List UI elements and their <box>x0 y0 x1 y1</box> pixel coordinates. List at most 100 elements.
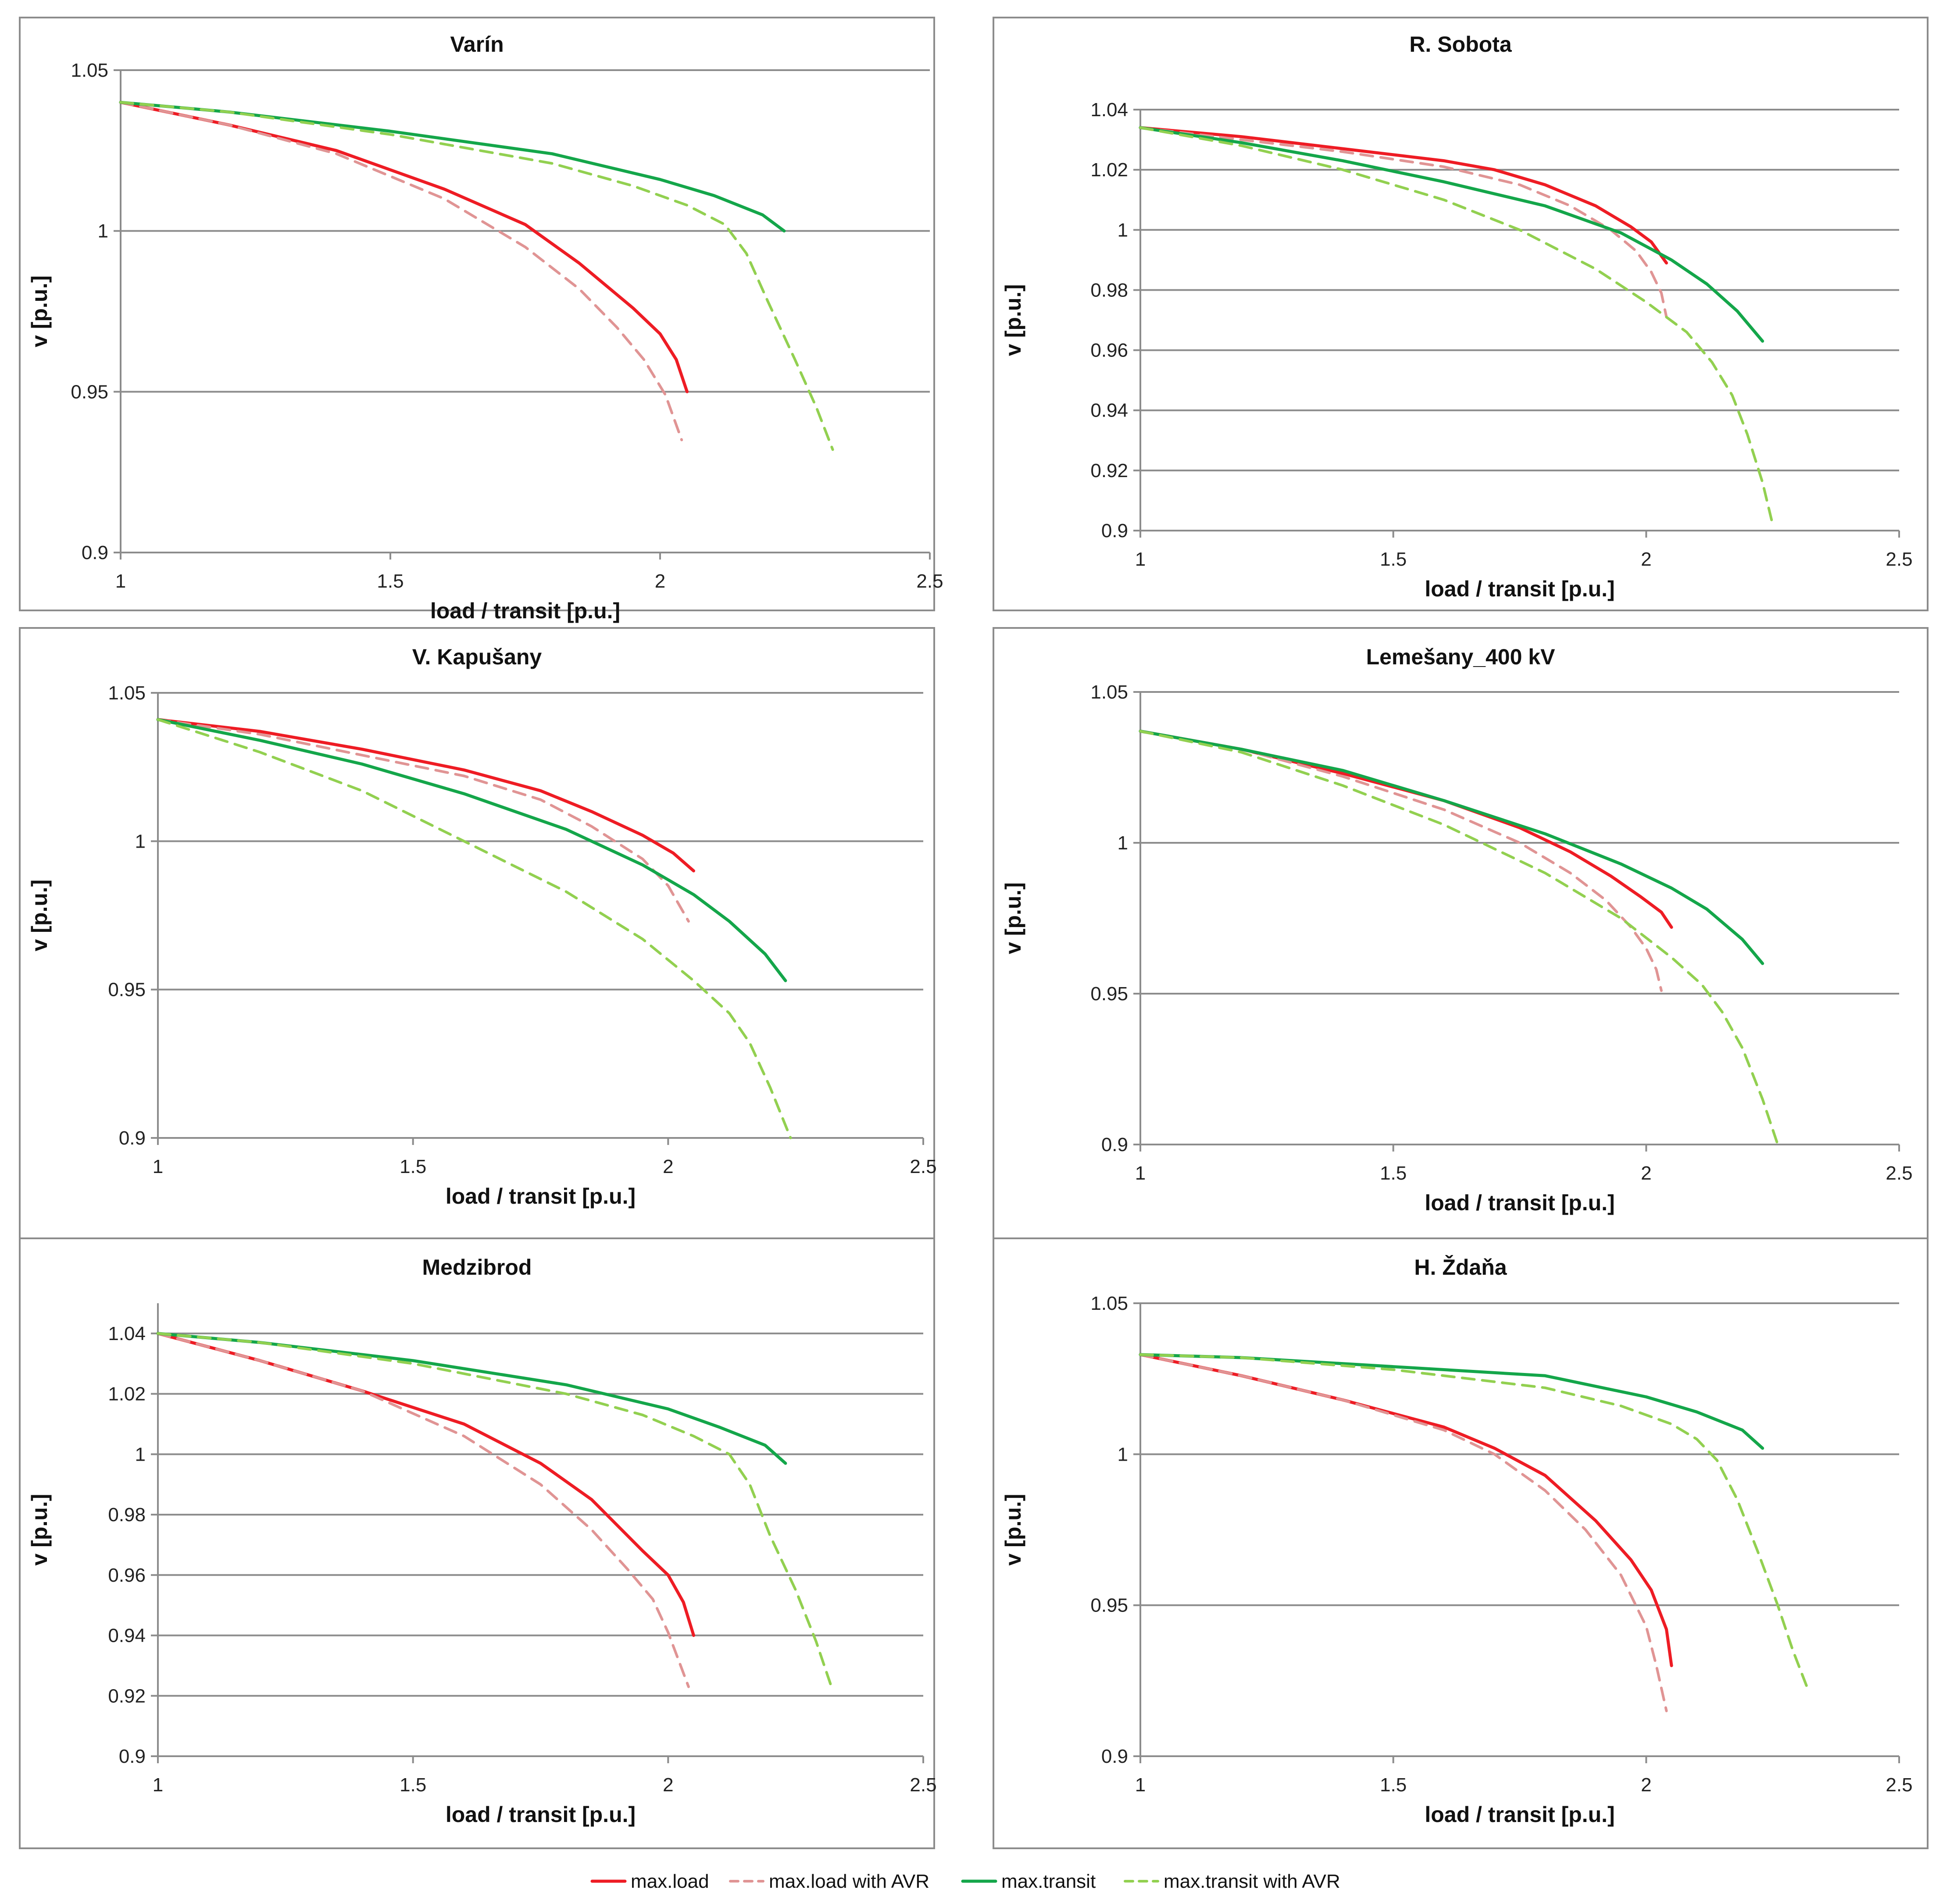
x-tick-label: 2.5 <box>1886 549 1912 570</box>
series-line-max-transit <box>119 100 786 233</box>
y-tick-label: 0.94 <box>108 1625 146 1647</box>
series-line-max-load-with-avr <box>119 101 683 442</box>
y-tick-label: 1.02 <box>108 1383 146 1405</box>
x-tick-label: 2 <box>655 570 665 592</box>
legend: max.load max.load with AVR max.transit max.… <box>590 1871 1340 1892</box>
x-tick-label: 2.5 <box>910 1156 936 1177</box>
y-axis-title: v [p.u.] <box>27 880 52 952</box>
series-line-max-transit <box>156 718 787 982</box>
chart-panel-4: 0.9 0.95 1 1.05 1 1.5 2 2.5 Lemešany_400 kV load … <box>993 627 1929 1239</box>
y-axis-title: v [p.u.] <box>1001 284 1025 356</box>
y-axis-title: v [p.u.] <box>27 1494 52 1566</box>
x-axis-title: load / transit [p.u.] <box>430 599 620 623</box>
x-tick-label: 1.5 <box>1380 549 1407 570</box>
series-line-max-load-with-avr <box>1139 1353 1668 1712</box>
chart-title: Medzibrod <box>422 1255 532 1280</box>
y-tick-label: 1 <box>135 831 146 852</box>
y-tick-label: 0.95 <box>1090 983 1128 1005</box>
chart-panel-6: 0.9 0.95 1 1.05 1 1.5 2 2.5 H. Ždaňa load / trans… <box>993 1237 1929 1849</box>
y-tick-label: 1 <box>98 221 108 242</box>
legend-item: max.transit with AVR <box>1124 1871 1340 1892</box>
series-line-max-load <box>1139 126 1668 265</box>
x-tick-label: 2.5 <box>916 570 943 592</box>
y-axis-title: v [p.u.] <box>1001 882 1025 954</box>
y-tick-label: 1 <box>1118 832 1128 854</box>
series-line-max-load-with-avr <box>1139 126 1668 319</box>
y-tick-label: 1.05 <box>108 682 146 704</box>
y-tick-label: 0.9 <box>1101 1746 1128 1767</box>
y-tick-label: 1.05 <box>1090 681 1128 703</box>
legend-label: max.load with AVR <box>769 1871 929 1892</box>
x-tick-label: 1.5 <box>400 1774 426 1796</box>
legend-item: max.load <box>590 1871 709 1892</box>
chart-title: V. Kapušany <box>412 645 542 669</box>
x-tick-label: 1.5 <box>377 570 404 592</box>
series-line-max-transit-with-avr <box>157 1332 833 1688</box>
series-line-max-transit-with-avr <box>1139 126 1774 526</box>
y-tick-label: 1 <box>1118 1444 1128 1465</box>
x-tick-label: 1 <box>115 570 126 592</box>
y-tick-label: 0.9 <box>119 1746 146 1767</box>
y-tick-label: 0.9 <box>82 542 108 563</box>
x-tick-label: 1 <box>153 1156 163 1177</box>
chart-title: Varín <box>450 32 504 57</box>
x-axis-title: load / transit [p.u.] <box>446 1802 636 1827</box>
panel-frame <box>19 1237 935 1849</box>
series-line-max-transit-with-avr <box>1139 1353 1810 1691</box>
y-tick-label: 0.9 <box>1101 520 1128 542</box>
panel-frame <box>19 627 935 1239</box>
chart-panel-1: 0.9 0.95 1 1.05 1 1.5 2 2.5 Varín load / transit … <box>19 17 943 623</box>
y-tick-label: 0.95 <box>71 381 108 403</box>
y-tick-label: 1.04 <box>1090 99 1128 121</box>
y-tick-label: 0.98 <box>1090 279 1128 301</box>
x-axis-title: load / transit [p.u.] <box>1425 1191 1614 1215</box>
series-line-max-load <box>156 718 695 873</box>
y-axis-title: v [p.u.] <box>1001 1494 1025 1566</box>
panel-frame <box>993 17 1929 611</box>
series-line-max-transit-with-avr <box>119 101 834 451</box>
y-tick-label: 1.05 <box>71 60 108 81</box>
series-line-max-load <box>156 1332 695 1637</box>
x-tick-label: 1.5 <box>1380 1162 1407 1184</box>
y-tick-label: 0.92 <box>108 1685 146 1707</box>
chart-title: Lemešany_400 kV <box>1366 645 1556 669</box>
y-tick-label: 1 <box>135 1444 146 1465</box>
y-axis-title: v [p.u.] <box>27 275 52 347</box>
y-tick-label: 0.95 <box>1090 1595 1128 1616</box>
chart-panel-5: 0.9 0.92 0.94 0.96 0.98 1 1.02 1.04 1 1.5 2 2.5 Medz… <box>19 1237 937 1849</box>
x-axis-title: load / transit [p.u.] <box>1425 1802 1614 1827</box>
panel-frame <box>993 627 1929 1239</box>
y-tick-label: 0.98 <box>108 1504 146 1526</box>
panel-frame <box>19 17 935 611</box>
series-line-max-transit-with-avr <box>157 718 792 1139</box>
y-tick-label: 0.95 <box>108 979 146 1001</box>
x-tick-label: 2.5 <box>910 1774 936 1796</box>
y-tick-label: 1.05 <box>1090 1293 1128 1314</box>
legend-label: max.transit <box>1001 1871 1096 1892</box>
series-line-max-transit <box>1139 729 1764 965</box>
series-line-max-transit <box>1139 126 1764 343</box>
x-axis-title: load / transit [p.u.] <box>446 1184 636 1209</box>
series-line-max-load <box>119 100 689 393</box>
y-tick-label: 1.02 <box>1090 159 1128 181</box>
x-tick-label: 1 <box>1135 1774 1146 1796</box>
x-tick-label: 2.5 <box>1886 1774 1912 1796</box>
y-tick-label: 0.94 <box>1090 400 1128 421</box>
x-tick-label: 2 <box>663 1156 673 1177</box>
y-tick-label: 1.04 <box>108 1323 146 1344</box>
series-line-max-load-with-avr <box>1139 730 1663 992</box>
legend-item: max.transit <box>961 1871 1096 1892</box>
panel-frame <box>993 1237 1929 1849</box>
legend-label: max.load <box>631 1871 709 1892</box>
x-tick-label: 1.5 <box>400 1156 426 1177</box>
series-line-max-transit-with-avr <box>1139 730 1779 1146</box>
legend-item: max.load with AVR <box>729 1871 929 1892</box>
x-tick-label: 2 <box>1641 549 1651 570</box>
y-tick-label: 0.9 <box>1101 1134 1128 1155</box>
series-line-max-load-with-avr <box>157 718 690 923</box>
x-tick-label: 2 <box>1641 1162 1651 1184</box>
chart-title: H. Ždaňa <box>1414 1255 1507 1280</box>
x-tick-label: 2.5 <box>1886 1162 1912 1184</box>
x-tick-label: 1 <box>1135 1162 1146 1184</box>
